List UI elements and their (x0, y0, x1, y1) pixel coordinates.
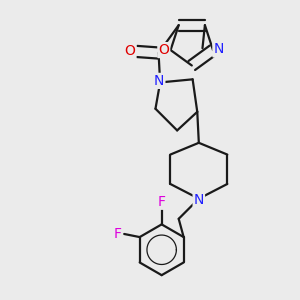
Text: N: N (194, 193, 204, 207)
Text: O: O (124, 44, 136, 58)
Text: O: O (158, 43, 169, 57)
Text: N: N (213, 43, 224, 56)
Text: N: N (154, 74, 164, 88)
Text: F: F (158, 195, 166, 209)
Text: F: F (113, 227, 122, 241)
